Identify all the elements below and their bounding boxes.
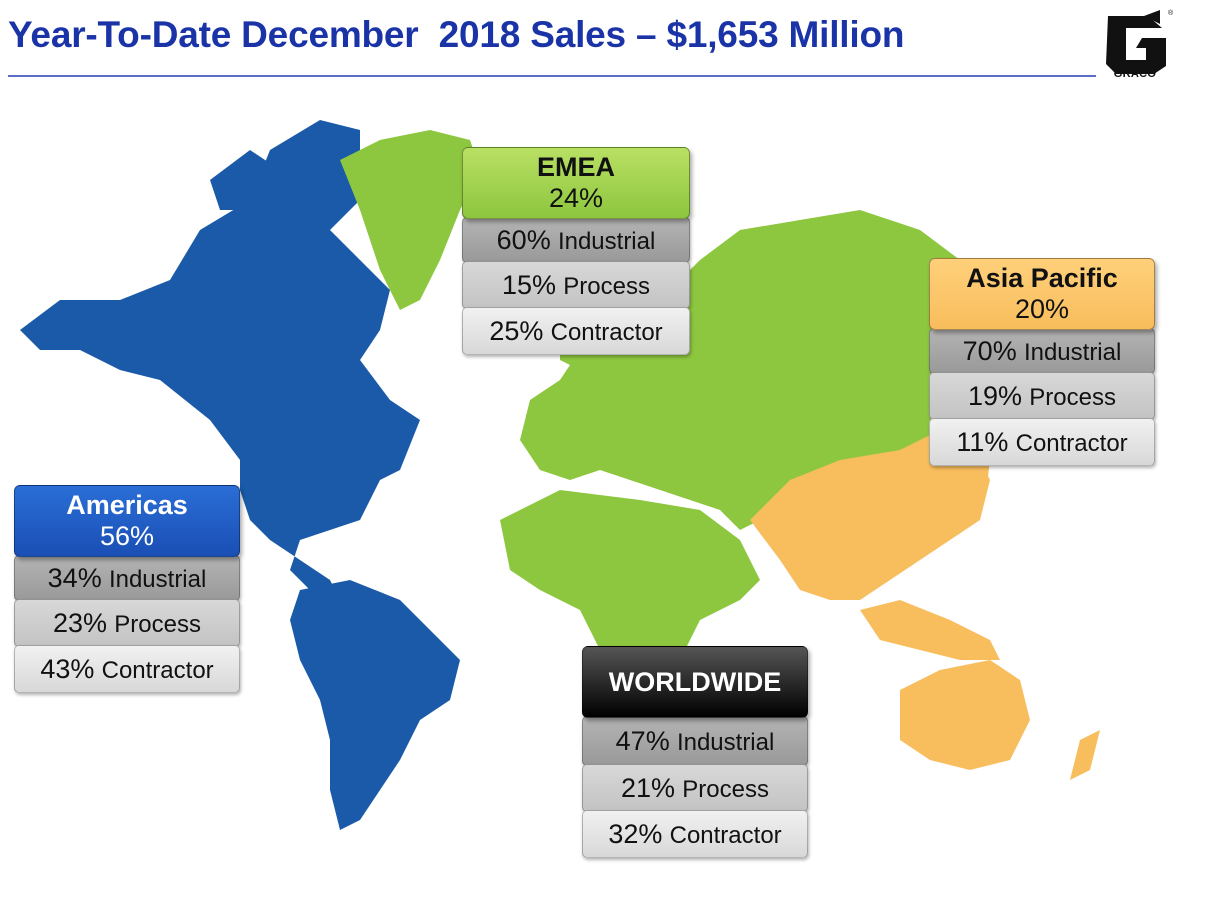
logo-wordmark: GRACO bbox=[1113, 68, 1157, 80]
page-title: Year-To-Date December 2018 Sales – $1,65… bbox=[8, 14, 905, 55]
south-america-landmass bbox=[290, 580, 460, 830]
graco-g-logo-icon: ® bbox=[1106, 9, 1174, 74]
region-americas-share: 56% bbox=[99, 521, 155, 552]
region-americas-row-industrial: 34% Industrial bbox=[14, 555, 240, 601]
region-asia-header: Asia Pacific 20% bbox=[929, 258, 1155, 330]
southeast-asia-islands bbox=[860, 600, 1000, 660]
greenland-landmass bbox=[340, 130, 480, 310]
region-americas-header: Americas 56% bbox=[14, 485, 240, 557]
region-worldwide-row-industrial: 47% Industrial bbox=[582, 716, 808, 766]
australia-landmass bbox=[900, 660, 1030, 770]
new-zealand-landmass bbox=[1070, 730, 1100, 780]
arctic-islands bbox=[210, 150, 280, 210]
region-emea-name: EMEA bbox=[536, 152, 615, 182]
region-americas: Americas 56% 34% Industrial 23% Process … bbox=[14, 485, 240, 693]
region-worldwide-row-contractor: 32% Contractor bbox=[582, 810, 808, 858]
asia-landmass bbox=[750, 430, 990, 600]
japan-landmass bbox=[960, 460, 990, 510]
region-worldwide-header: WORLDWIDE bbox=[582, 646, 808, 718]
region-worldwide: WORLDWIDE 47% Industrial 21% Process 32%… bbox=[582, 646, 808, 858]
region-asia-pacific: Asia Pacific 20% 70% Industrial 19% Proc… bbox=[929, 258, 1155, 466]
region-asia-name: Asia Pacific bbox=[966, 263, 1118, 293]
region-americas-row-contractor: 43% Contractor bbox=[14, 645, 240, 693]
region-emea-row-industrial: 60% Industrial bbox=[462, 217, 690, 263]
region-worldwide-name: WORLDWIDE bbox=[608, 667, 782, 697]
africa-landmass bbox=[500, 490, 760, 720]
north-america-landmass bbox=[20, 120, 420, 600]
region-emea-row-process: 15% Process bbox=[462, 261, 690, 309]
region-americas-row-process: 23% Process bbox=[14, 599, 240, 647]
region-asia-row-process: 19% Process bbox=[929, 372, 1155, 420]
region-emea-header: EMEA 24% bbox=[462, 147, 690, 219]
svg-text:®: ® bbox=[1168, 9, 1174, 17]
europe-russia-landmass bbox=[520, 210, 1000, 530]
region-emea: EMEA 24% 60% Industrial 15% Process 25% … bbox=[462, 147, 690, 355]
title-divider bbox=[8, 75, 1096, 77]
region-asia-row-contractor: 11% Contractor bbox=[929, 418, 1155, 466]
region-americas-name: Americas bbox=[66, 490, 188, 520]
region-worldwide-row-process: 21% Process bbox=[582, 764, 808, 812]
region-asia-share: 20% bbox=[1014, 294, 1070, 325]
region-emea-row-contractor: 25% Contractor bbox=[462, 307, 690, 355]
region-emea-share: 24% bbox=[548, 183, 604, 214]
region-asia-row-industrial: 70% Industrial bbox=[929, 328, 1155, 374]
